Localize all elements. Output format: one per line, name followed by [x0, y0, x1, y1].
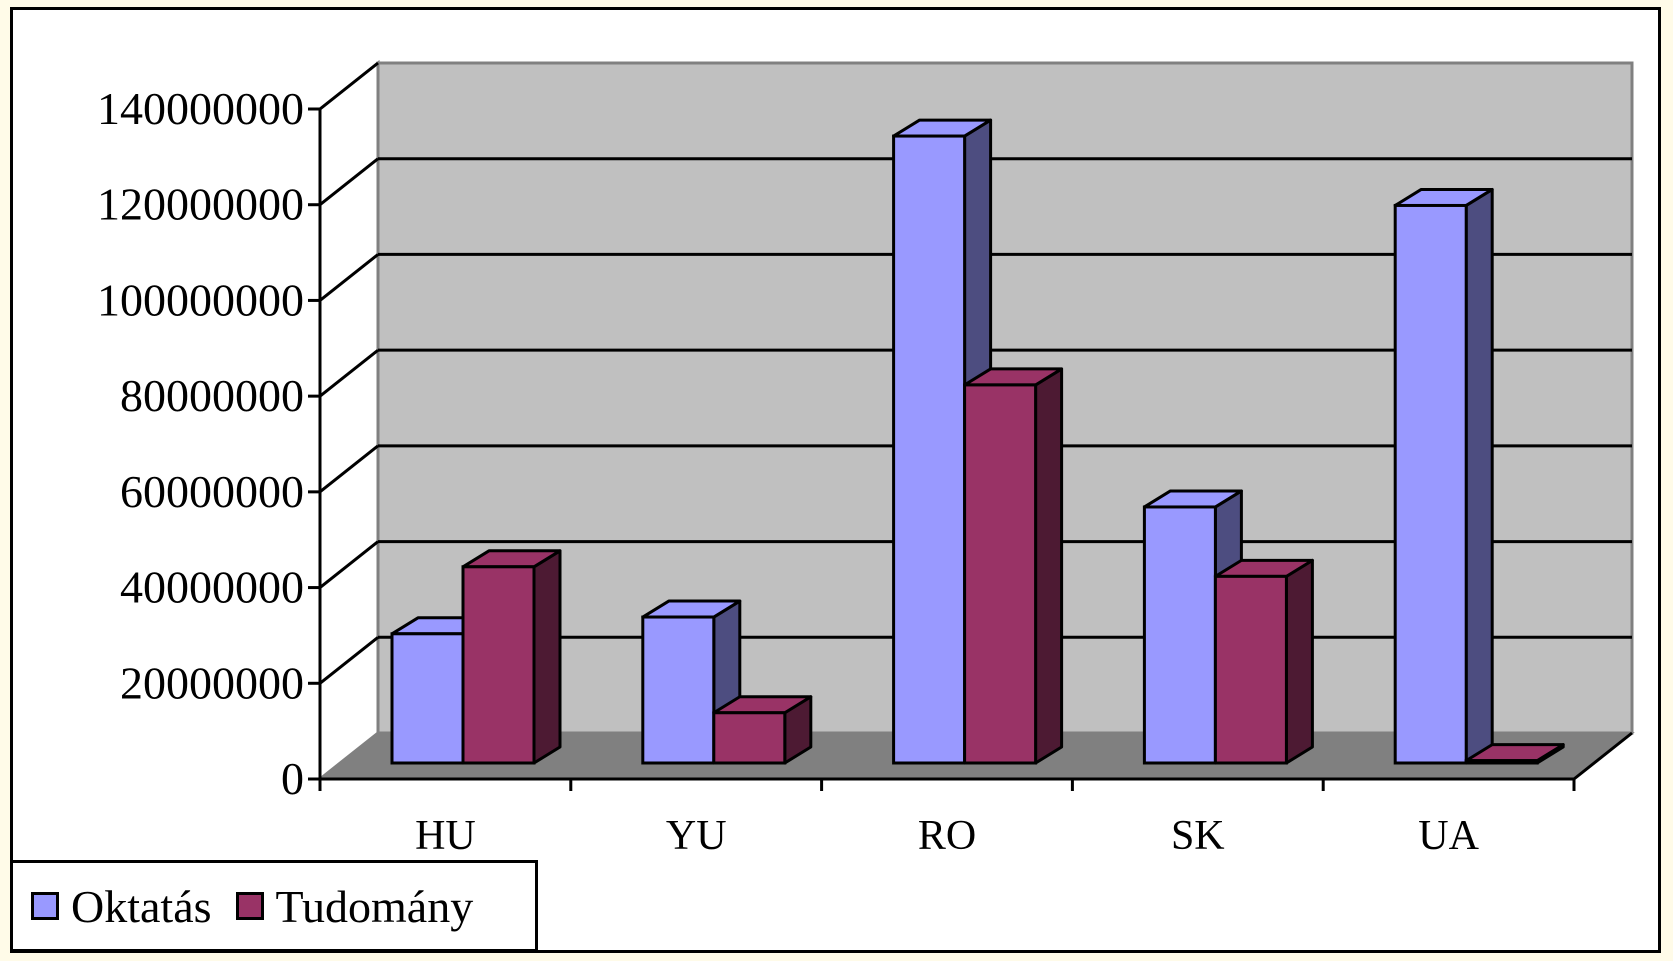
- legend-swatch-series-2: [235, 892, 264, 920]
- bar-ro-series-1: [892, 134, 967, 765]
- x-tick-label: YU: [666, 813, 727, 859]
- bar-yu-series-2: [712, 711, 787, 765]
- gridline-side: [319, 540, 379, 589]
- bar-sk-series-2-side: [1284, 558, 1314, 765]
- bar-ua-series-1-side: [1464, 187, 1494, 765]
- legend-item-series-2: Tudomány: [235, 880, 474, 933]
- x-tick-label: UA: [1418, 813, 1479, 859]
- bar-hu-series-1: [390, 632, 465, 765]
- gridline-side: [319, 253, 379, 302]
- bar-sk-series-1: [1142, 505, 1217, 765]
- gridline-side: [319, 444, 379, 494]
- x-axis-depth: [1573, 731, 1633, 781]
- bar-hu-series-2-side: [532, 549, 562, 765]
- bar-sk-series-2: [1213, 574, 1288, 765]
- bar-yu-series-1: [641, 615, 716, 765]
- bar-hu-series-2: [461, 565, 536, 765]
- y-tick-label: 40000000: [120, 562, 304, 613]
- bar-ro-series-2-side: [1034, 367, 1064, 765]
- bar-ua-series-2: [1464, 759, 1539, 765]
- y-tick-label: 20000000: [120, 657, 304, 708]
- legend: Oktatás Tudomány: [10, 860, 538, 952]
- x-tick-label: HU: [415, 813, 476, 859]
- gridline-side: [319, 636, 379, 685]
- gridline-side: [319, 348, 379, 398]
- y-tick-label: 140000000: [97, 83, 304, 134]
- gridline-side: [319, 157, 379, 206]
- legend-label-series-2: Tudomány: [275, 880, 474, 932]
- legend-item-series-1: Oktatás: [31, 880, 212, 933]
- legend-label-series-1: Oktatás: [71, 880, 212, 932]
- side-wall: [318, 59, 380, 783]
- x-tick-label: SK: [1171, 813, 1225, 859]
- bar-ua-series-1: [1393, 203, 1468, 765]
- y-tick-label: 120000000: [97, 179, 304, 230]
- y-tick-label: 100000000: [97, 274, 304, 325]
- y-tick-label: 80000000: [120, 370, 304, 421]
- y-tick-label: 0: [281, 753, 304, 804]
- y-tick-label: 60000000: [120, 466, 304, 517]
- x-tick-label: RO: [918, 813, 976, 859]
- legend-swatch-series-1: [31, 892, 59, 920]
- bar-ro-series-2: [963, 383, 1038, 765]
- gridline-side: [319, 61, 379, 111]
